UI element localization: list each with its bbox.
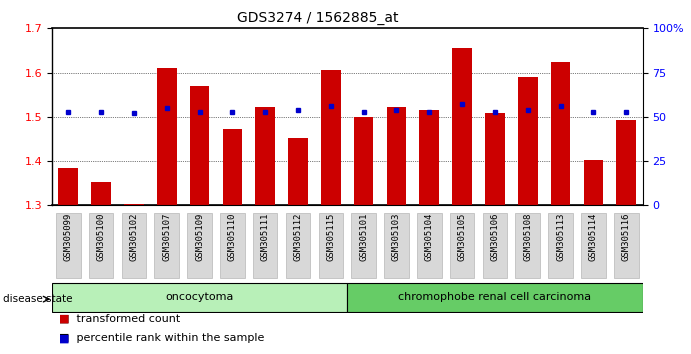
Text: GSM305114: GSM305114 [589,213,598,261]
Bar [189,86,209,205]
Text: ■: ■ [59,333,69,343]
Bar [614,213,638,278]
Bar [220,213,245,278]
Text: ■  transformed count: ■ transformed count [59,314,180,324]
Text: GSM305116: GSM305116 [622,213,631,261]
Text: GSM305109: GSM305109 [195,213,204,261]
Text: GSM305103: GSM305103 [392,213,401,261]
Bar [581,213,606,278]
Bar [616,120,636,205]
Bar [91,182,111,205]
Text: disease state: disease state [3,294,73,304]
Bar [419,110,439,205]
Bar [223,129,242,205]
Bar [253,213,278,278]
Bar [354,117,373,205]
Text: GSM305104: GSM305104 [425,213,434,261]
Bar [386,107,406,205]
Bar [450,213,475,278]
Bar [157,68,176,205]
Bar [58,168,78,205]
Text: GSM305100: GSM305100 [97,213,106,261]
Text: GSM305115: GSM305115 [326,213,335,261]
Text: GSM305110: GSM305110 [228,213,237,261]
Bar [255,107,275,205]
Text: GSM305111: GSM305111 [261,213,269,261]
Text: GSM305106: GSM305106 [491,213,500,261]
Bar [583,160,603,205]
Text: GDS3274 / 1562885_at: GDS3274 / 1562885_at [237,11,399,25]
Text: GSM305099: GSM305099 [64,213,73,261]
Text: ■: ■ [59,314,69,324]
Bar [56,213,81,278]
Bar [347,283,643,312]
Bar [288,138,307,205]
Text: oncocytoma: oncocytoma [165,292,234,302]
Bar [88,213,113,278]
Bar [384,213,409,278]
Bar [551,62,570,205]
Bar [321,70,341,205]
Bar [548,213,573,278]
Text: GSM305107: GSM305107 [162,213,171,261]
Bar [518,77,538,205]
Text: GSM305113: GSM305113 [556,213,565,261]
Bar [351,213,376,278]
Text: chromophobe renal cell carcinoma: chromophobe renal cell carcinoma [399,292,591,302]
Text: GSM305112: GSM305112 [294,213,303,261]
Text: ■  percentile rank within the sample: ■ percentile rank within the sample [59,333,264,343]
Bar [52,283,347,312]
Text: GSM305102: GSM305102 [129,213,138,261]
Text: GSM305108: GSM305108 [523,213,532,261]
Bar [187,213,212,278]
Bar [154,213,179,278]
Bar [285,213,310,278]
Bar [482,213,507,278]
Bar [485,113,504,205]
Bar [122,213,146,278]
Text: GSM305105: GSM305105 [457,213,466,261]
Bar [417,213,442,278]
Bar [319,213,343,278]
Text: GSM305101: GSM305101 [359,213,368,261]
Bar [452,48,472,205]
Bar [515,213,540,278]
